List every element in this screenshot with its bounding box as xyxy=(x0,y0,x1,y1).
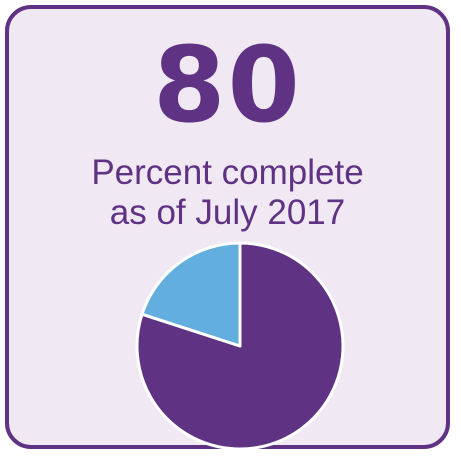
pie-slices xyxy=(135,241,345,451)
pie-slice-remaining xyxy=(140,241,242,348)
progress-pie-chart xyxy=(135,241,345,451)
percent-value: 80 xyxy=(153,24,302,146)
caption-line-1: Percent complete xyxy=(91,153,364,192)
caption-line-2: as of July 2017 xyxy=(109,193,346,232)
progress-caption: Percent complete as of July 2017 xyxy=(9,153,446,233)
pie-slice-complete xyxy=(135,241,345,451)
progress-card: 80 Percent complete as of July 2017 xyxy=(5,5,450,451)
